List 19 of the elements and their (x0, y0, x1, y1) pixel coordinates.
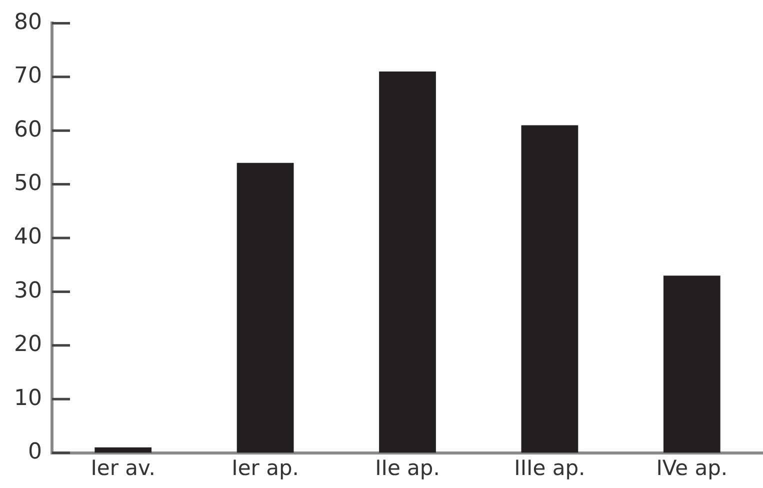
x-tick-label: Ier av. (90, 456, 156, 480)
y-tick-label: 60 (14, 117, 42, 142)
y-tick-label: 30 (14, 278, 42, 304)
y-tick-label: 50 (14, 171, 42, 196)
y-tick-label: 80 (14, 10, 42, 35)
y-tick-label: 70 (14, 64, 42, 89)
x-tick-label: Ier ap. (232, 456, 299, 480)
bar (663, 276, 720, 453)
x-tick-label: IIe ap. (375, 456, 440, 480)
bar (379, 72, 436, 453)
y-tick-label: 0 (28, 440, 42, 465)
y-tick-label: 40 (14, 224, 42, 250)
y-tick-label: 10 (14, 386, 42, 411)
bar (94, 447, 152, 453)
bar (521, 125, 578, 453)
x-tick-label: IIIe ap. (514, 456, 586, 480)
x-tick-label: IVe ap. (656, 456, 728, 480)
bar (236, 162, 294, 453)
y-tick-label: 20 (14, 332, 42, 358)
